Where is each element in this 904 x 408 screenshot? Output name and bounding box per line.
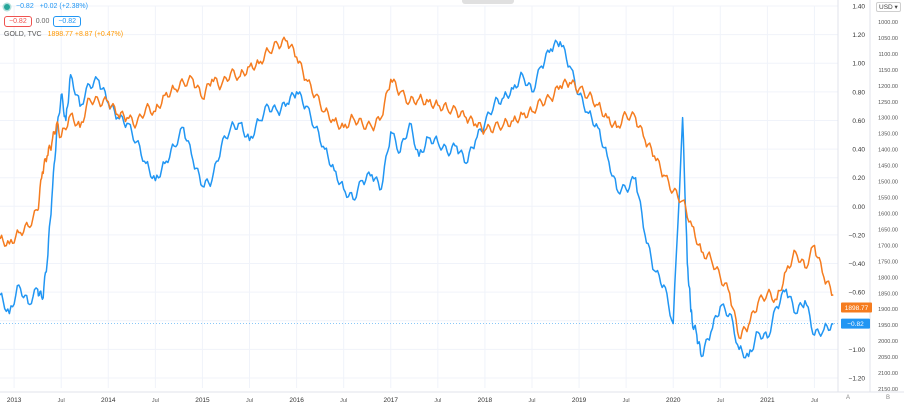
left-axis-tick-label: 0.20 xyxy=(852,175,865,182)
x-axis-tick-label: Jul xyxy=(434,398,441,404)
scale-row: −0.82 0.00 −0.82 xyxy=(4,16,82,27)
x-axis-tick-label: 2014 xyxy=(101,397,116,404)
x-axis-tick-label: Jul xyxy=(528,398,535,404)
right-axis-tick-label: 1900.00 xyxy=(878,307,898,313)
scale-low-box[interactable]: −0.82 xyxy=(4,16,32,27)
right-axis-tick-label: 2000.00 xyxy=(878,339,898,345)
right-axis-tick-label: 1100.00 xyxy=(879,52,898,58)
right-axis-tick-label: 1150.00 xyxy=(879,68,898,74)
left-axis-tick-label: −0.60 xyxy=(849,290,866,297)
gold-price-tag xyxy=(841,302,872,313)
x-axis-tick-label: Jul xyxy=(717,398,724,404)
right-axis-tick-label: 1300.00 xyxy=(878,116,898,122)
series-legend[interactable]: −0.82 +0.02 (+2.38%) xyxy=(4,3,88,10)
right-axis-tick-label: 1200.00 xyxy=(878,84,898,90)
right-axis-tick-label: 1700.00 xyxy=(878,243,898,249)
left-axis-tick-label: 0.40 xyxy=(852,147,865,154)
x-axis-tick-label: 2018 xyxy=(478,397,493,404)
x-axis-tick-label: Jul xyxy=(623,398,630,404)
left-axis-tick-label: −0.40 xyxy=(849,261,866,268)
x-axis-tick-label: 2019 xyxy=(572,397,587,404)
right-axis-tick-label: 2050.00 xyxy=(878,355,898,361)
right-axis-tick-label: 1250.00 xyxy=(878,100,898,106)
right-axis-tick-label: 1750.00 xyxy=(878,259,898,265)
right-axis[interactable]: 1000.00 1050.00 1100.00 1150.00 1200.00 1250.… xyxy=(878,20,898,393)
right-axis-tick-label: 2100.00 xyxy=(878,371,898,377)
x-axis-tick-label: Jul xyxy=(58,398,65,404)
series-price-tag-label: −0.82 xyxy=(847,321,864,328)
series-line-gold xyxy=(0,36,834,340)
chevron-down-icon: ▾ xyxy=(892,4,898,11)
gridlines xyxy=(0,0,904,393)
series-change: +0.02 (+2.38%) xyxy=(39,3,88,10)
x-axis-tick-label: 2016 xyxy=(289,397,304,404)
right-axis-tick-label: 1050.00 xyxy=(878,36,898,42)
right-axis-tick-label: 1650.00 xyxy=(878,227,898,233)
currency-label: USD xyxy=(879,4,893,11)
series-value: −0.82 xyxy=(16,3,34,10)
x-axis-tick-label: Jul xyxy=(152,398,159,404)
right-axis-tick-label: 1450.00 xyxy=(878,164,898,170)
x-axis-tick-label: Jul xyxy=(246,398,253,404)
right-axis-tick-label: 2150.00 xyxy=(878,387,898,393)
left-axis-tick-label: 1.20 xyxy=(852,32,865,39)
x-axis-tick-label: 2013 xyxy=(7,397,22,404)
left-axis-tick-label: 0.60 xyxy=(852,118,865,125)
auto-scale-button[interactable]: A xyxy=(846,395,851,401)
right-axis-tick-label: 1000.00 xyxy=(878,20,898,26)
series-line-blue xyxy=(0,39,834,359)
left-axis-tick-label: −1.20 xyxy=(849,376,866,383)
currency-selector[interactable]: USD ▾ xyxy=(876,2,901,12)
x-axis[interactable]: 2013 Jul 2014 Jul 2015 Jul 2016 Jul 2017 Jul 2018 J… xyxy=(7,397,818,404)
gold-values: 1898.77 +8.87 (+0.47%) xyxy=(47,31,124,38)
right-axis-tick-label: 1850.00 xyxy=(878,291,898,297)
x-axis-tick-label: 2020 xyxy=(666,397,681,404)
scale-mid-value: 0.00 xyxy=(35,18,50,25)
gold-symbol-label: GOLD, TVC xyxy=(4,31,42,38)
x-axis-tick-label: 2015 xyxy=(195,397,210,404)
x-axis-tick-label: Jul xyxy=(811,398,818,404)
gold-price-tag-label: 1898.77 xyxy=(845,305,869,312)
x-axis-tick-label: Jul xyxy=(340,398,347,404)
right-axis-tick-label: 1600.00 xyxy=(878,211,898,217)
left-axis-tick-label: −1.00 xyxy=(849,347,866,354)
left-axis-tick-label: 0.00 xyxy=(852,204,865,211)
gold-legend[interactable]: GOLD, TVC 1898.77 +8.87 (+0.47%) xyxy=(4,31,123,38)
scale-high-box[interactable]: −0.82 xyxy=(53,16,82,27)
log-scale-button[interactable]: B xyxy=(886,395,891,401)
left-axis-tick-label: 1.40 xyxy=(852,4,865,11)
top-handle[interactable] xyxy=(462,0,514,4)
right-axis-tick-label: 1400.00 xyxy=(878,148,898,154)
series-layer xyxy=(0,36,834,359)
x-axis-tick-label: 2017 xyxy=(384,397,399,404)
series-price-tag xyxy=(841,318,870,329)
series-status-dot-icon xyxy=(4,3,10,10)
right-axis-tick-label: 1350.00 xyxy=(878,132,898,138)
left-axis-tick-label: 1.00 xyxy=(852,61,865,68)
right-axis-tick-label: 1800.00 xyxy=(878,275,898,281)
price-tags: 1898.77 −0.82 xyxy=(841,302,872,329)
left-axis-tick-label: −0.20 xyxy=(849,232,866,239)
x-axis-tick-label: 2021 xyxy=(760,397,775,404)
right-axis-tick-label: 1550.00 xyxy=(878,196,898,202)
right-axis-tick-label: 1950.00 xyxy=(878,323,898,329)
right-axis-tick-label: 1500.00 xyxy=(878,180,898,186)
left-axis-tick-label: 0.80 xyxy=(852,89,865,96)
